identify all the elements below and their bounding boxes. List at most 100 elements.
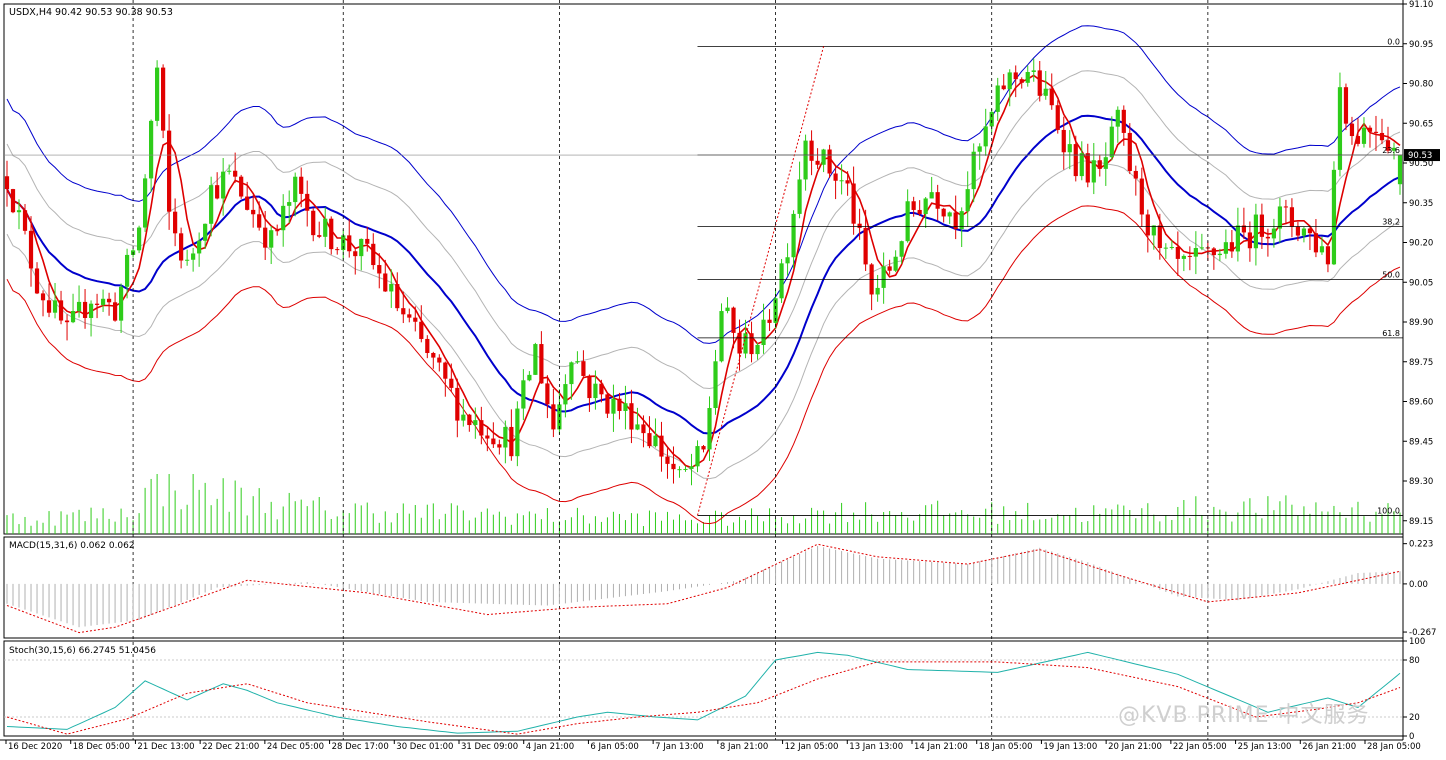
panel-frame-macd (3, 536, 1404, 639)
candle-body (1367, 127, 1373, 132)
candle-body (743, 333, 748, 354)
time-tick-label: 7 Jan 13:00 (655, 742, 703, 752)
candle-body (70, 311, 76, 323)
candle-body (503, 426, 508, 448)
candle-body (1241, 225, 1246, 233)
candle-body (383, 273, 388, 292)
candle-body (785, 257, 790, 264)
candle-body (431, 352, 436, 358)
lower-inner-envelope-line (6, 160, 1401, 480)
candle-body (1163, 247, 1168, 249)
fibo-level-label: 38.2 (1382, 218, 1400, 227)
candle-body (239, 176, 244, 197)
stoch-main-line (6, 651, 1401, 734)
candle-body (329, 218, 334, 250)
price-tick-label: 90.05 (1409, 278, 1433, 288)
candle-body (881, 266, 886, 288)
candle-body (269, 230, 274, 248)
candle-body (773, 298, 778, 323)
stoch-signal-line (6, 661, 1401, 735)
candle-body (437, 357, 442, 363)
candle-body (112, 302, 118, 321)
moving-average-line (6, 114, 1401, 435)
candle-body (1397, 155, 1403, 185)
candle-body (749, 333, 754, 355)
candle-body (161, 67, 166, 131)
price-tick-label: 90.35 (1409, 199, 1433, 209)
price-tick-label: 90.65 (1409, 119, 1433, 129)
candle-body (389, 284, 394, 292)
candle-body (106, 298, 112, 303)
candle-body (425, 338, 430, 353)
candle-body (1127, 132, 1132, 171)
candle-body (311, 210, 316, 236)
stoch-label: Stoch(30,15,6) 66.2745 51.0456 (9, 646, 156, 656)
candle-body (737, 332, 742, 354)
candle-body (305, 193, 310, 211)
candle-body (88, 303, 94, 318)
time-tick-label: 6 Jan 05:00 (590, 742, 638, 752)
candle-body (371, 243, 376, 266)
candle-body (695, 446, 700, 467)
candle-body (911, 201, 916, 210)
candle-body (761, 319, 766, 346)
candle-body (347, 235, 352, 252)
candle-body (1079, 153, 1084, 177)
candle-body (1361, 127, 1367, 144)
price-tick-label: 89.15 (1409, 517, 1433, 527)
candle-body (827, 149, 832, 174)
candle-body (803, 140, 808, 180)
candle-body (4, 176, 10, 190)
candle-body (197, 240, 202, 254)
candle-body (455, 387, 460, 421)
candle-body (1061, 129, 1066, 153)
candle-body (617, 398, 622, 411)
candle-body (815, 160, 820, 165)
time-tick-label: 25 Jan 13:00 (1238, 742, 1292, 752)
candle-body (263, 227, 268, 248)
stoch-tick-label: 80 (1409, 656, 1420, 666)
candle-body (953, 212, 958, 230)
candle-body (155, 67, 160, 121)
candle-body (563, 384, 568, 405)
candle-body (1121, 109, 1126, 133)
fibo-trend-line (697, 46, 825, 516)
candle-body (929, 192, 934, 199)
candle-body (1385, 140, 1391, 151)
price-tick-label: 90.50 (1409, 159, 1433, 169)
candle-body (791, 213, 796, 258)
candle-body (995, 85, 1000, 112)
candle-body (755, 345, 760, 355)
candle-body (989, 111, 994, 127)
candle-body (1199, 247, 1204, 249)
candle-body (167, 130, 172, 212)
price-tick-label: 89.90 (1409, 318, 1433, 328)
time-tick-label: 19 Jan 13:00 (1043, 742, 1097, 752)
time-tick-label: 28 Jan 05:00 (1367, 742, 1421, 752)
fibo-level-label: 100.0 (1377, 506, 1400, 515)
time-tick-label: 26 Jan 21:00 (1302, 742, 1356, 752)
candle-body (1319, 246, 1325, 253)
candle-body (941, 208, 946, 217)
candle-body (173, 211, 178, 234)
candle-body (1301, 228, 1307, 236)
price-tick-label: 90.20 (1409, 239, 1433, 249)
candle-body (1211, 248, 1216, 256)
candle-body (407, 314, 412, 318)
candle-body (491, 438, 496, 445)
candle-body (46, 300, 52, 313)
candle-body (76, 301, 82, 312)
candle-body (179, 233, 184, 261)
candle-body (1109, 126, 1114, 158)
current-price-tag-text: 90.53 (1408, 151, 1432, 161)
macd-label: MACD(15,31,6) 0.062 0.062 (9, 541, 135, 551)
candle-body (1337, 87, 1343, 170)
time-tick-label: 12 Jan 05:00 (785, 742, 839, 752)
candle-body (779, 263, 784, 299)
candle-body (977, 146, 982, 152)
candle-body (467, 414, 472, 426)
candle-body (215, 185, 220, 199)
candle-body (635, 424, 640, 430)
